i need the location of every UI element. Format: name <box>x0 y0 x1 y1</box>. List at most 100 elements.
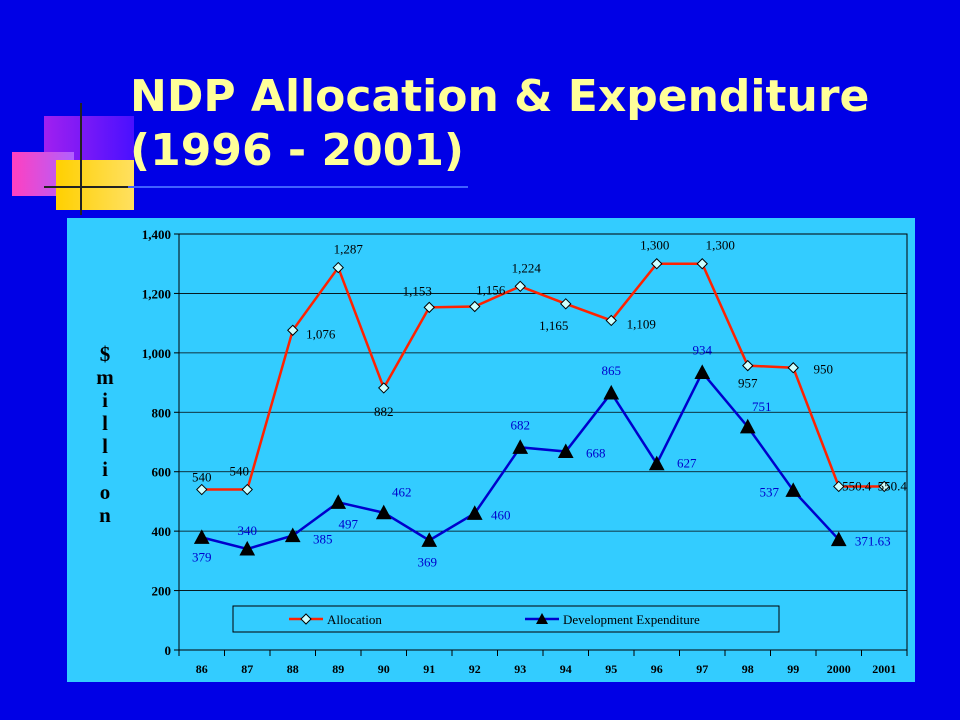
y-axis-title-letter: $ <box>100 342 111 366</box>
y-tick-label: 0 <box>165 643 172 658</box>
axes: 0 200 400 600 800 1,000 1,200 1,400 86 87 88 89 90 91… <box>142 227 908 676</box>
data-point-diamond <box>651 258 663 270</box>
data-label: 462 <box>392 485 412 500</box>
data-point-triangle <box>193 529 210 544</box>
legend-marker-triangle <box>536 613 548 624</box>
x-tick-label: 2000 <box>827 662 851 676</box>
data-label: 1,153 <box>403 283 432 298</box>
decor-square-yellow <box>56 160 134 210</box>
y-axis-title-letter: l <box>102 434 108 458</box>
data-label: 934 <box>693 342 713 357</box>
data-label: 497 <box>339 516 359 531</box>
data-point-triangle <box>603 384 620 400</box>
data-label: 950 <box>814 362 834 377</box>
data-point-diamond <box>560 298 572 310</box>
title-underline <box>128 186 468 188</box>
x-tick-label: 99 <box>787 662 799 676</box>
y-axis-title-letter: i <box>102 457 108 481</box>
data-label: 1,109 <box>627 316 656 331</box>
data-point-diamond <box>605 314 617 327</box>
data-label: 1,156 <box>476 283 506 298</box>
data-point-triangle <box>557 443 574 459</box>
data-label: 379 <box>192 549 212 564</box>
data-label: 385 <box>313 532 333 547</box>
series-development-expenditure: 379 340 385 497 462 369 460 682 668 865 627 934 751 5… <box>192 342 891 569</box>
y-axis-title-letter: l <box>102 411 108 435</box>
data-label: 550.4 <box>878 478 908 493</box>
data-point-triangle <box>466 505 483 520</box>
data-point-triangle <box>785 482 802 497</box>
data-point-diamond <box>742 359 754 372</box>
x-tick-label: 96 <box>651 662 663 676</box>
data-point-diamond <box>514 280 526 293</box>
data-point-diamond <box>696 258 708 270</box>
data-point-triangle <box>239 540 256 556</box>
data-label: 1,300 <box>640 238 669 253</box>
x-tick-label: 95 <box>605 662 617 676</box>
y-axis-title-letter: i <box>102 388 108 412</box>
x-tick-label: 87 <box>241 662 253 676</box>
data-point-diamond <box>787 362 799 374</box>
data-label: 751 <box>752 399 772 414</box>
x-tick-label: 90 <box>378 662 390 676</box>
data-label: 865 <box>602 363 622 378</box>
data-label: 882 <box>374 404 394 419</box>
data-label: 1,300 <box>706 238 735 253</box>
data-point-diamond <box>469 300 481 313</box>
data-point-triangle <box>375 504 392 520</box>
decor-line-vertical <box>80 103 82 215</box>
data-point-diamond <box>878 480 890 493</box>
x-tick-label: 89 <box>332 662 344 676</box>
data-point-diamond <box>287 324 299 336</box>
y-tick-label: 800 <box>152 405 172 420</box>
y-tick-label: 1,000 <box>142 346 171 361</box>
data-label: 1,076 <box>306 326 336 341</box>
legend-label: Development Expenditure <box>563 612 700 627</box>
data-point-triangle <box>421 532 438 547</box>
legend-marker-diamond <box>300 613 312 625</box>
data-point-triangle <box>739 418 756 434</box>
data-label: 340 <box>238 523 258 538</box>
data-label: 550.4 <box>842 478 872 493</box>
x-tick-label: 86 <box>196 662 208 676</box>
series-layer: 540 540 1,076 1,287 882 1,153 1,156 1,224 1,165 1… <box>192 238 907 570</box>
data-label: 371.63 <box>855 534 891 549</box>
y-axis-title-letter: o <box>100 480 111 504</box>
data-point-diamond <box>833 480 845 493</box>
gridlines <box>178 233 908 651</box>
plot-area <box>178 233 908 651</box>
data-label: 1,287 <box>334 242 364 257</box>
data-label: 537 <box>760 484 780 499</box>
y-tick-label: 1,200 <box>142 286 171 301</box>
y-tick-label: 600 <box>152 465 172 480</box>
data-label: 540 <box>192 470 212 485</box>
data-label: 668 <box>586 446 606 461</box>
data-point-triangle <box>330 494 347 509</box>
x-tick-label: 92 <box>469 662 481 676</box>
x-tick-label: 2001 <box>872 662 896 676</box>
data-point-diamond <box>378 382 390 394</box>
data-label: 957 <box>738 376 758 391</box>
decor-line-horizontal <box>44 186 138 188</box>
x-tick-label: 91 <box>423 662 435 676</box>
legend-box <box>232 605 780 633</box>
data-label: 1,224 <box>512 260 542 275</box>
slide-title: NDP Allocation & Expenditure (1996 - 200… <box>130 71 870 176</box>
data-point-triangle <box>830 531 847 547</box>
data-point-diamond <box>196 483 208 496</box>
data-label: 540 <box>230 464 250 479</box>
data-point-diamond <box>332 261 344 274</box>
x-tick-label: 97 <box>696 662 708 676</box>
data-label: 1,165 <box>539 318 568 333</box>
x-tick-label: 88 <box>287 662 299 676</box>
data-point-triangle <box>648 455 665 471</box>
x-tick-label: 94 <box>560 662 572 676</box>
data-point-triangle <box>512 439 529 454</box>
series-line <box>201 262 885 491</box>
legend: Allocation Development Expenditure <box>232 605 780 633</box>
data-label: 682 <box>511 417 531 432</box>
data-label: 369 <box>418 554 438 569</box>
y-tick-label: 200 <box>152 584 172 599</box>
y-axis-title-letter: m <box>96 365 114 389</box>
